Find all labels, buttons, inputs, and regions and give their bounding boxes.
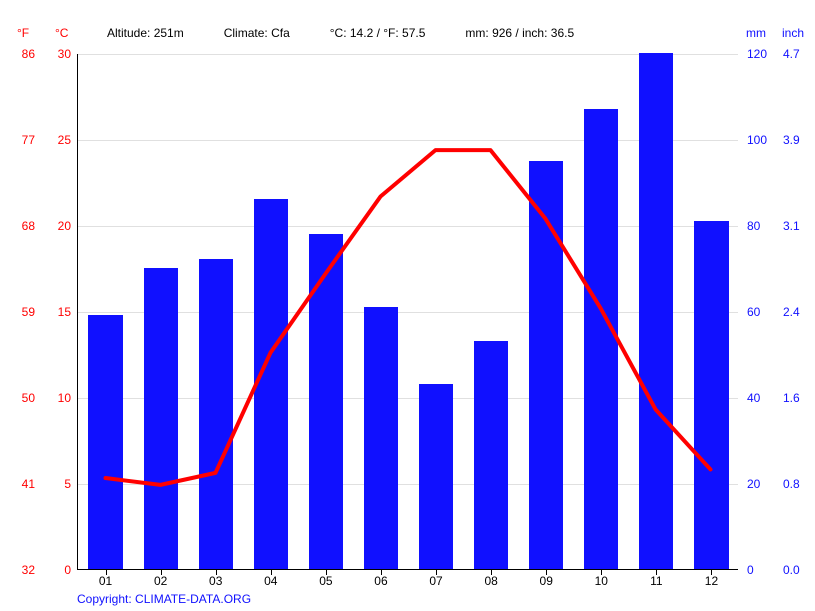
- x-axis-months: 01 02 03 04 05 06 07 08 09 10 11 12: [78, 570, 738, 590]
- climate-chart: °F °C mm inch Altitude: 251m Climate: Cf…: [0, 0, 815, 611]
- ytick-inch: 4.7: [783, 47, 800, 61]
- xtick-month: 05: [319, 574, 332, 588]
- ytick-inch: 2.4: [783, 305, 800, 319]
- ytick-mm: 40: [747, 391, 760, 405]
- axis-header-mm: mm: [746, 26, 766, 40]
- chart-meta-row: Altitude: 251m Climate: Cfa °C: 14.2 / °…: [97, 26, 584, 40]
- xtick-month: 02: [154, 574, 167, 588]
- ytick-celsius: 10: [58, 391, 71, 405]
- ytick-inch: 3.9: [783, 133, 800, 147]
- ytick-inch: 0.0: [783, 563, 800, 577]
- xtick-month: 06: [374, 574, 387, 588]
- ytick-fahrenheit: 41: [22, 477, 35, 491]
- ytick-inch: 1.6: [783, 391, 800, 405]
- meta-precipitation: mm: 926 / inch: 36.5: [465, 26, 574, 40]
- xtick-month: 12: [705, 574, 718, 588]
- y-axis-inch: 0.00.81.62.43.13.94.7: [78, 54, 738, 569]
- copyright-text: Copyright: CLIMATE-DATA.ORG: [77, 592, 251, 606]
- axis-header-inch: inch: [782, 26, 804, 40]
- ytick-celsius: 5: [64, 477, 71, 491]
- meta-temperature: °C: 14.2 / °F: 57.5: [330, 26, 426, 40]
- ytick-celsius: 0: [64, 563, 71, 577]
- xtick-month: 09: [540, 574, 553, 588]
- xtick-month: 07: [429, 574, 442, 588]
- ytick-mm: 100: [747, 133, 767, 147]
- ytick-mm: 80: [747, 219, 760, 233]
- ytick-fahrenheit: 77: [22, 133, 35, 147]
- ytick-fahrenheit: 86: [22, 47, 35, 61]
- ytick-inch: 0.8: [783, 477, 800, 491]
- xtick-month: 04: [264, 574, 277, 588]
- ytick-mm: 120: [747, 47, 767, 61]
- ytick-fahrenheit: 32: [22, 563, 35, 577]
- plot-area: 32415059687786 051015202530 020406080100…: [77, 54, 738, 570]
- xtick-month: 01: [99, 574, 112, 588]
- ytick-fahrenheit: 50: [22, 391, 35, 405]
- ytick-mm: 20: [747, 477, 760, 491]
- ytick-celsius: 30: [58, 47, 71, 61]
- ytick-celsius: 15: [58, 305, 71, 319]
- meta-climate: Climate: Cfa: [224, 26, 290, 40]
- xtick-month: 11: [650, 574, 662, 588]
- ytick-inch: 3.1: [783, 219, 800, 233]
- ytick-fahrenheit: 59: [22, 305, 35, 319]
- ytick-mm: 0: [747, 563, 754, 577]
- xtick-month: 03: [209, 574, 222, 588]
- ytick-celsius: 25: [58, 133, 71, 147]
- ytick-mm: 60: [747, 305, 760, 319]
- axis-header-fahrenheit: °F: [17, 26, 29, 40]
- xtick-month: 10: [595, 574, 608, 588]
- xtick-month: 08: [484, 574, 497, 588]
- meta-altitude: Altitude: 251m: [107, 26, 184, 40]
- axis-header-celsius: °C: [55, 26, 68, 40]
- ytick-fahrenheit: 68: [22, 219, 35, 233]
- ytick-celsius: 20: [58, 219, 71, 233]
